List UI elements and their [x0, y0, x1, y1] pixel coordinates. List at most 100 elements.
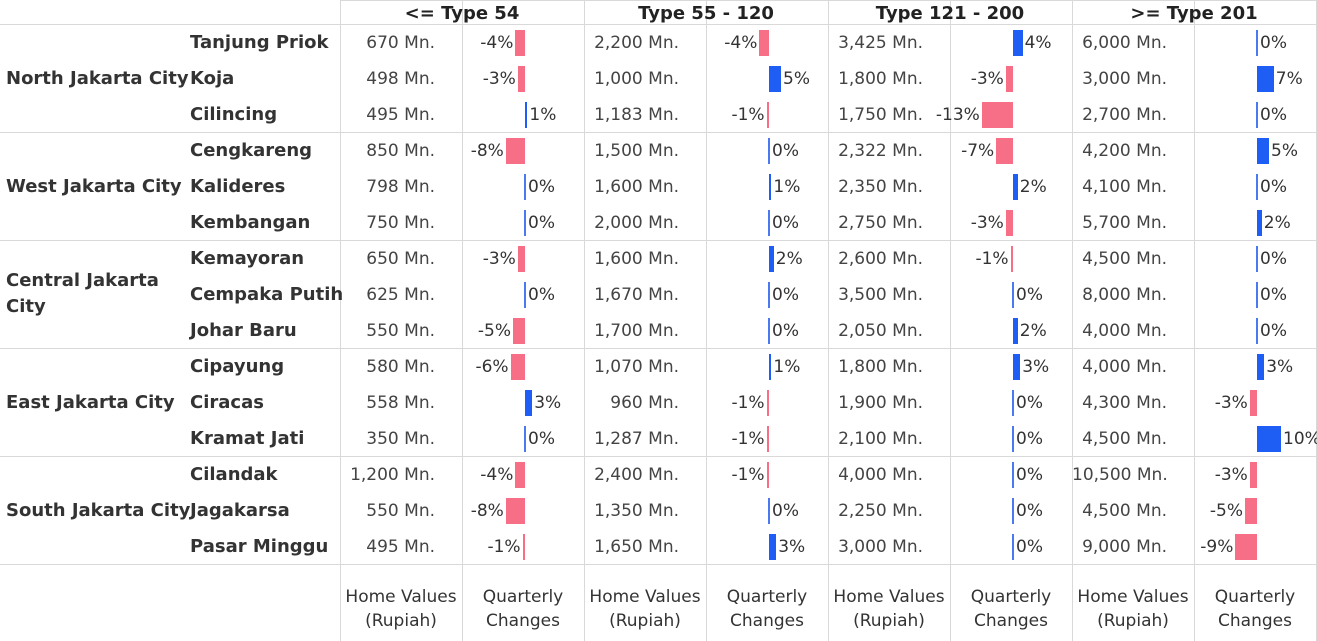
change-bar — [1012, 462, 1014, 488]
subregion-label: Johar Baru — [190, 320, 297, 341]
change-bar — [517, 66, 525, 92]
home-value-cell: 650 Mn. — [366, 249, 435, 269]
change-bar — [515, 462, 525, 488]
change-bar — [525, 390, 533, 416]
change-label: -6% — [475, 357, 509, 377]
home-value-cell: 3,500 Mn. — [838, 285, 923, 305]
change-label: -5% — [1209, 501, 1243, 521]
change-label: 0% — [528, 285, 555, 305]
subregion-label: Tanjung Priok — [190, 32, 329, 53]
change-label: 0% — [772, 501, 799, 521]
footer-line: Changes — [1218, 611, 1292, 631]
change-label: 0% — [528, 177, 555, 197]
change-label: 0% — [1016, 393, 1043, 413]
change-label: 2% — [1019, 321, 1047, 341]
change-bar — [1249, 390, 1257, 416]
change-label: 10% — [1283, 429, 1317, 449]
change-label: -1% — [731, 465, 765, 485]
change-bar — [1013, 318, 1018, 344]
home-value-cell: 1,287 Mn. — [594, 429, 679, 449]
change-label: 2% — [1019, 177, 1047, 197]
change-label: 0% — [1016, 537, 1043, 557]
row-divider — [0, 132, 1317, 133]
column-divider — [584, 0, 585, 641]
change-bar — [524, 210, 526, 236]
home-value-cell: 1,600 Mn. — [594, 249, 679, 269]
home-value-cell: 9,000 Mn. — [1082, 537, 1167, 557]
change-bar — [1010, 246, 1013, 272]
change-bar — [1012, 534, 1014, 560]
change-bar — [510, 354, 525, 380]
change-bar — [1005, 210, 1013, 236]
change-bar — [522, 534, 525, 560]
change-label: 0% — [1016, 501, 1043, 521]
change-bar — [1257, 66, 1274, 92]
home-values-footer: Home Values (Rupiah) — [340, 585, 462, 633]
home-value-cell: 2,700 Mn. — [1082, 105, 1167, 125]
footer-line: Quarterly — [1214, 587, 1296, 607]
row-divider — [0, 456, 1317, 457]
change-label: -1% — [975, 249, 1009, 269]
home-value-cell: 550 Mn. — [366, 321, 435, 341]
change-label: -4% — [724, 33, 758, 53]
home-value-cell: 3,000 Mn. — [838, 537, 923, 557]
quarterly-changes-footer: Quarterly Changes — [950, 585, 1072, 633]
change-label: -5% — [477, 321, 511, 341]
change-label: -8% — [470, 141, 504, 161]
change-label: 0% — [1260, 177, 1287, 197]
change-bar — [517, 246, 525, 272]
home-value-cell: 4,500 Mn. — [1082, 501, 1167, 521]
home-value-cell: 2,050 Mn. — [838, 321, 923, 341]
subregion-label: Kalideres — [190, 176, 286, 197]
home-value-cell: 1,750 Mn. — [838, 105, 923, 125]
change-label: -8% — [470, 501, 504, 521]
change-bar — [768, 282, 770, 308]
change-bar — [1235, 534, 1257, 560]
home-value-cell: 2,000 Mn. — [594, 213, 679, 233]
subregion-label: Kramat Jati — [190, 428, 305, 449]
region-label: Central Jakarta City — [6, 270, 159, 317]
change-label: 0% — [1260, 105, 1287, 125]
home-value-cell: 580 Mn. — [366, 357, 435, 377]
footer-line: (Rupiah) — [609, 611, 681, 631]
home-value-cell: 1,700 Mn. — [594, 321, 679, 341]
home-value-cell: 550 Mn. — [366, 501, 435, 521]
home-value-cell: 4,200 Mn. — [1082, 141, 1167, 161]
home-value-cell: 1,650 Mn. — [594, 537, 679, 557]
change-label: 3% — [778, 537, 806, 557]
change-label: -9% — [1200, 537, 1234, 557]
home-value-cell: 2,250 Mn. — [838, 501, 923, 521]
column-divider — [462, 0, 463, 641]
change-bar — [766, 462, 769, 488]
column-divider — [340, 0, 341, 641]
change-bar — [769, 534, 777, 560]
footer-line: Quarterly — [482, 587, 564, 607]
home-value-cell: 3,425 Mn. — [838, 33, 923, 53]
change-bar — [1005, 66, 1013, 92]
region-label: South Jakarta City — [6, 500, 191, 521]
change-label: -1% — [731, 429, 765, 449]
footer-line: (Rupiah) — [853, 611, 925, 631]
change-bar — [524, 426, 526, 452]
column-divider — [1072, 0, 1073, 641]
change-bar — [1013, 354, 1021, 380]
change-label: 0% — [1260, 33, 1287, 53]
change-bar — [996, 138, 1013, 164]
change-label: 1% — [529, 105, 557, 125]
change-label: -4% — [480, 33, 514, 53]
change-label: 2% — [1263, 213, 1291, 233]
column-header: <= Type 54 — [404, 3, 520, 24]
column-divider — [950, 0, 951, 641]
change-bar — [1012, 282, 1014, 308]
home-value-cell: 1,500 Mn. — [594, 141, 679, 161]
home-value-cell: 558 Mn. — [366, 393, 435, 413]
change-label: 5% — [1271, 141, 1298, 161]
home-value-cell: 1,670 Mn. — [594, 285, 679, 305]
home-value-cell: 5,700 Mn. — [1082, 213, 1167, 233]
change-bar — [1257, 426, 1281, 452]
change-bar — [768, 318, 770, 344]
home-value-cell: 3,000 Mn. — [1082, 69, 1167, 89]
change-label: 0% — [528, 429, 555, 449]
home-value-cell: 4,000 Mn. — [1082, 357, 1167, 377]
